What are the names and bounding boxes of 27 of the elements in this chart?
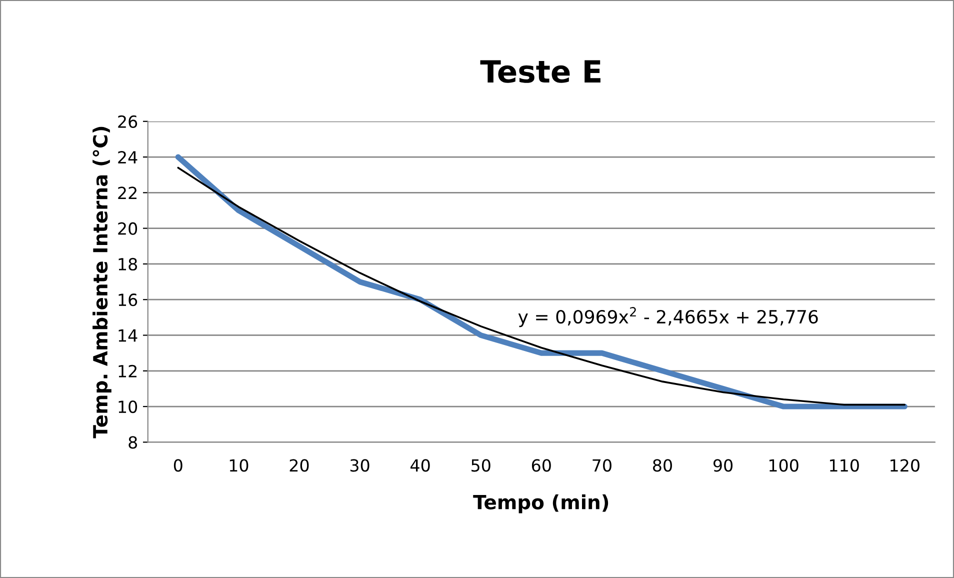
y-tick-label: 22 [118, 186, 136, 199]
x-tick-label: 0 [174, 459, 182, 472]
x-tick-label: 20 [290, 459, 309, 472]
y-tick-label: 12 [118, 364, 136, 378]
x-axis-title: Tempo (min) [473, 494, 608, 514]
y-tick-label: 26 [118, 115, 138, 128]
y-tick-label: 16 [118, 294, 138, 306]
y-tick-label: 24 [118, 150, 138, 164]
x-tick-label: 120 [890, 459, 920, 472]
x-tick-label: 50 [472, 459, 490, 472]
y-tick-label: 18 [118, 258, 138, 271]
x-tick-label: 70 [592, 459, 612, 472]
x-tick-label: 10 [230, 459, 248, 472]
x-tick-label: 90 [713, 459, 733, 472]
y-axis-title: Temp. Ambiente Interna (°C) [92, 126, 112, 438]
y-tick-label: 20 [118, 222, 138, 235]
annotation: y = 0,0969x$^{2}$ - 2,4665x + 25,776 [518, 307, 818, 328]
x-tick-label: 40 [410, 459, 430, 472]
x-tick-label: 110 [830, 459, 859, 472]
y-tick-label: 14 [118, 329, 138, 342]
x-tick-label: 80 [653, 459, 672, 472]
y-tick-label: 10 [118, 400, 138, 414]
x-tick-label: 60 [532, 459, 551, 472]
chart-title: Teste E [480, 60, 600, 83]
y-tick-label: 8 [128, 436, 138, 449]
x-tick-label: 100 [769, 459, 798, 472]
x-tick-label: 30 [350, 459, 370, 472]
